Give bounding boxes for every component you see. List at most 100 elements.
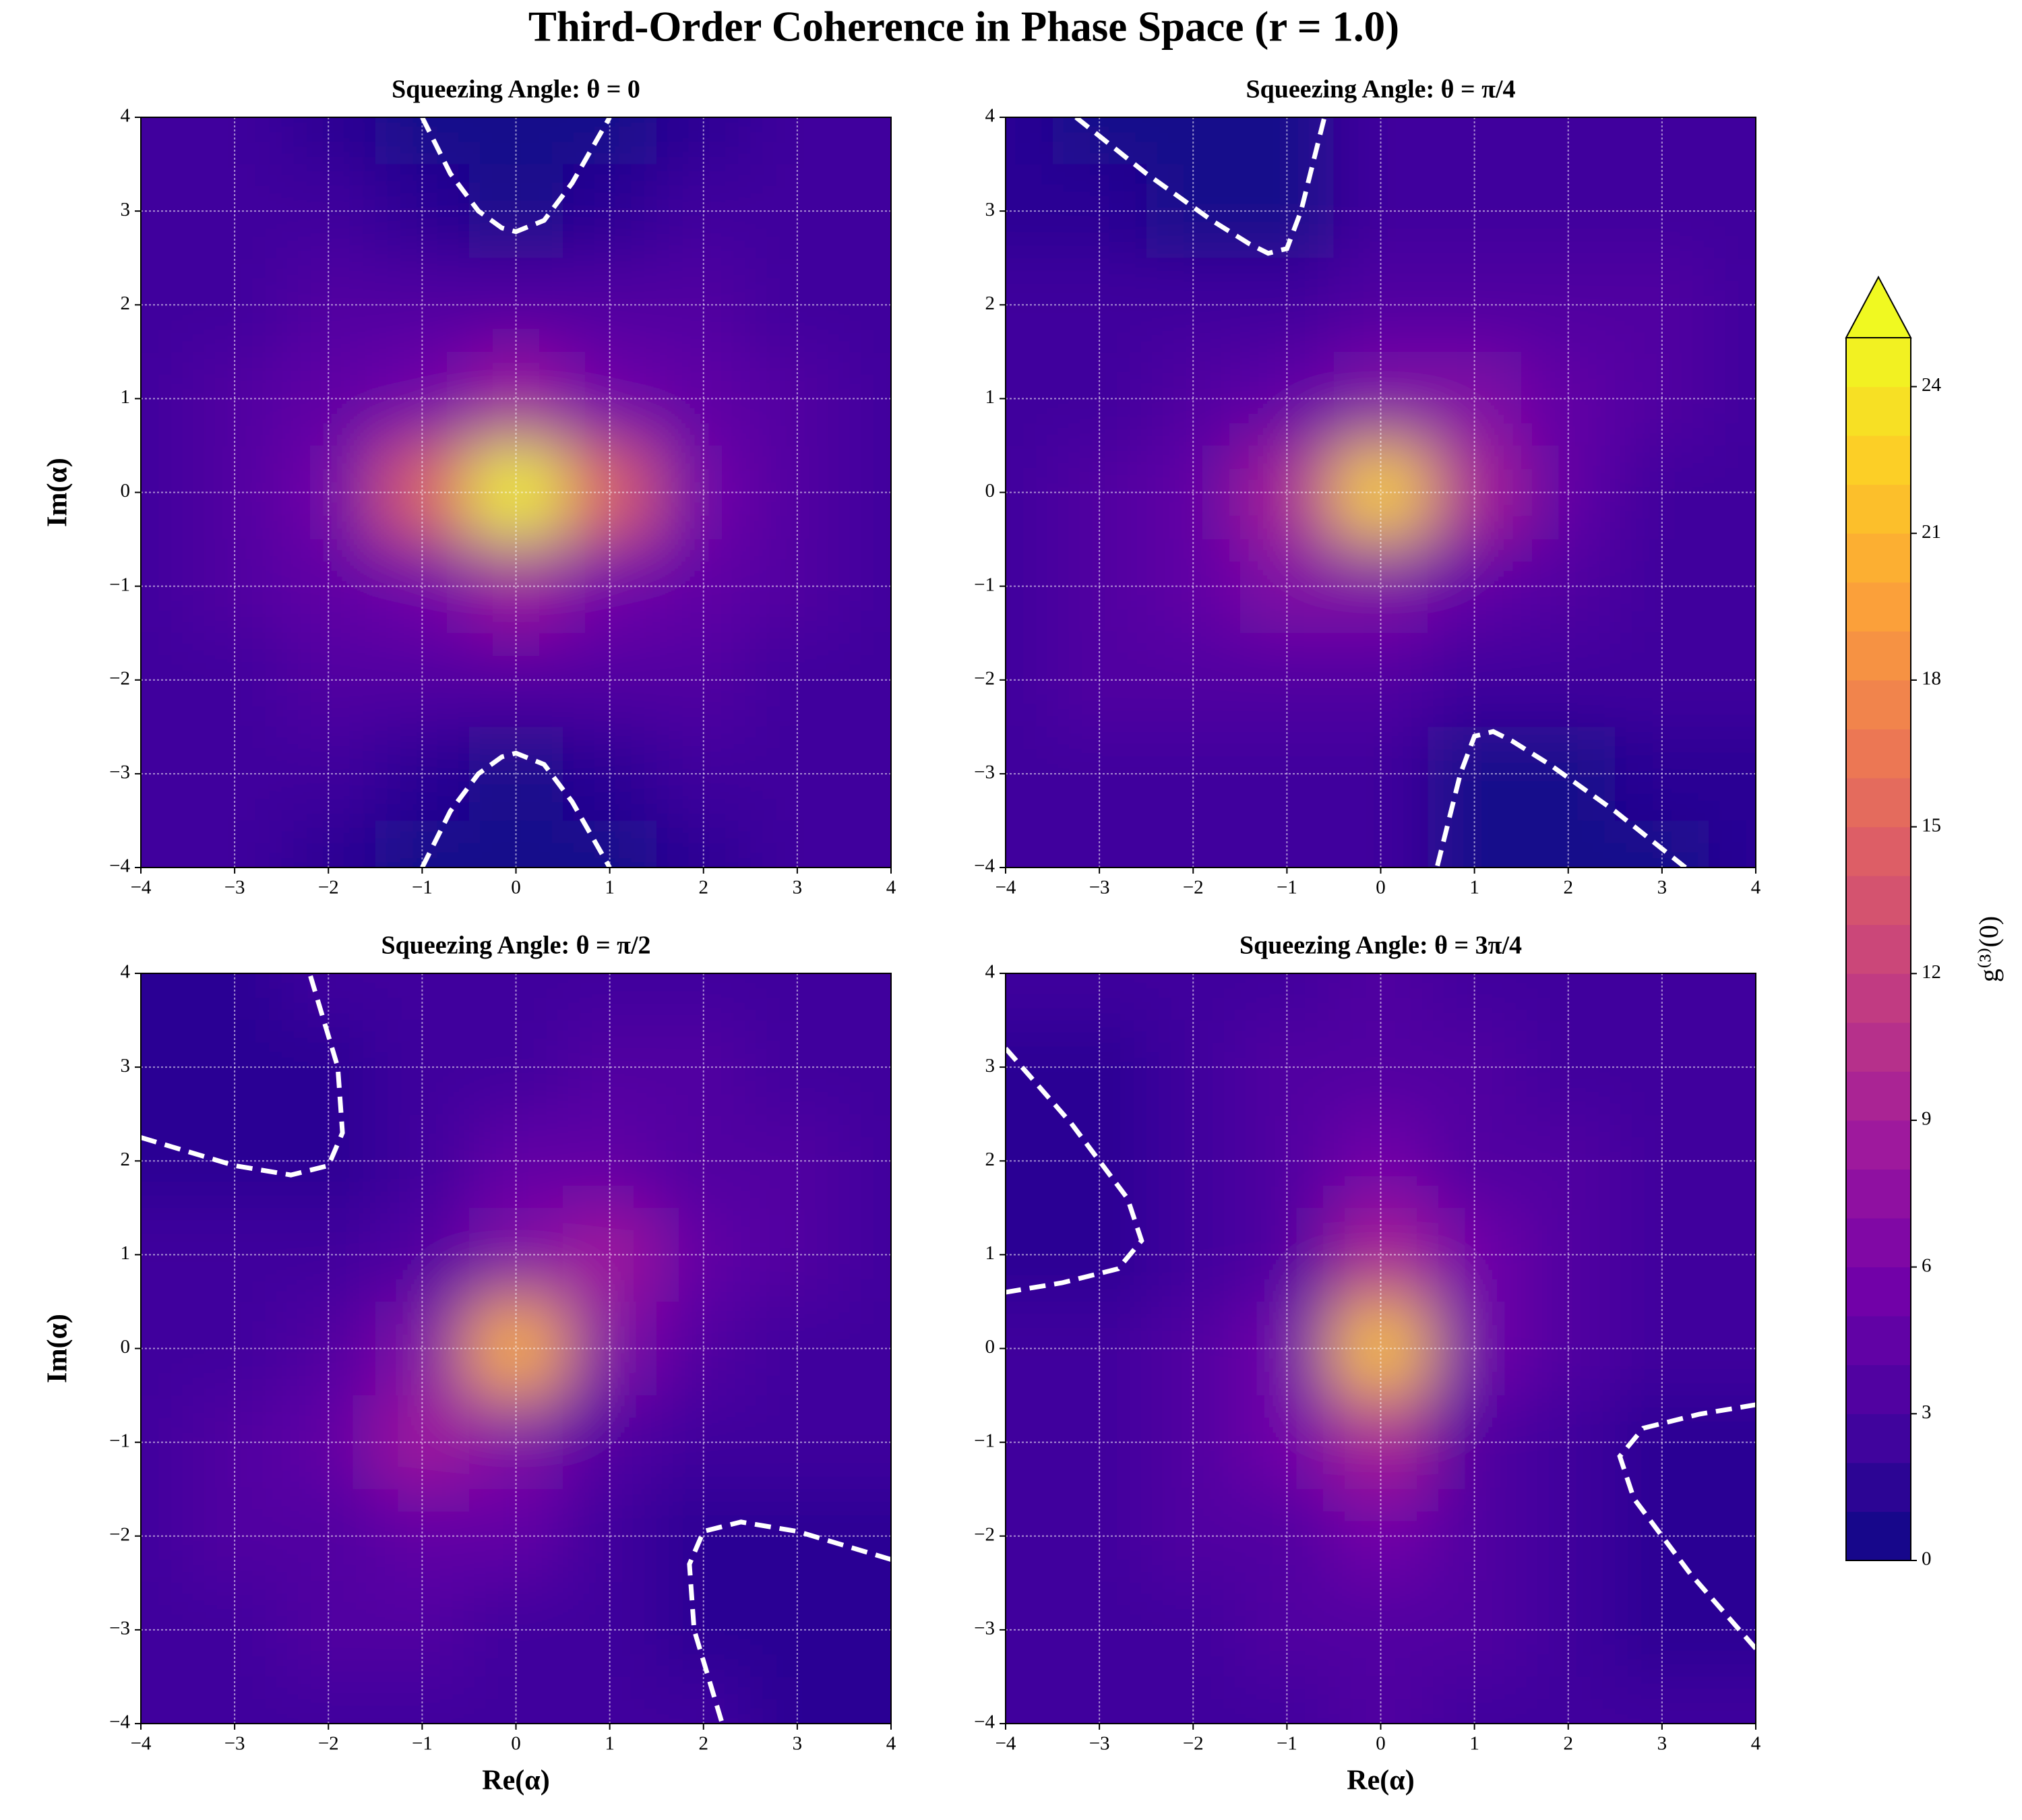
x-tick-label: −1 (412, 1733, 433, 1755)
y-tick-label: 4 (985, 105, 995, 127)
cell (141, 1114, 188, 1208)
plot-area (141, 117, 891, 868)
cell (844, 351, 891, 446)
colorbar-band (1846, 1511, 1911, 1561)
cell (1709, 1583, 1756, 1677)
x-tick-label: −2 (318, 877, 339, 899)
y-tick-label: 0 (121, 1336, 131, 1358)
y-tick-label: 3 (121, 199, 131, 220)
cell (1615, 973, 1709, 1021)
cell (1709, 973, 1756, 1021)
x-tick-label: 1 (605, 877, 615, 899)
x-tick-label: −3 (1089, 877, 1110, 899)
y-tick-label: −2 (109, 667, 130, 689)
cell (1006, 445, 1053, 540)
cell (844, 445, 891, 540)
cell (1006, 164, 1053, 258)
cell (187, 973, 282, 1021)
colorbar-band (1846, 484, 1911, 534)
cell (141, 117, 188, 164)
x-axis-label: Re(α) (482, 1765, 549, 1796)
cell (844, 257, 891, 352)
cell (844, 1020, 891, 1114)
cell (1709, 820, 1756, 868)
cell (1709, 445, 1756, 540)
x-tick-label: −4 (995, 877, 1016, 899)
x-tick-label: 3 (793, 1733, 803, 1755)
colorbar-band (1846, 582, 1911, 632)
y-tick-label: −1 (974, 574, 995, 595)
contour-line (1006, 1046, 1144, 1295)
x-tick-label: 2 (699, 1733, 709, 1755)
y-axis-label: Im(α) (42, 1314, 73, 1383)
cell (844, 539, 891, 634)
cell (1239, 973, 1334, 1021)
colorbar-band (1846, 533, 1911, 583)
cell (281, 1676, 375, 1724)
cell (281, 973, 375, 1021)
colorbar-band (1846, 1364, 1911, 1414)
cell (187, 820, 282, 868)
cell (1709, 1676, 1756, 1724)
x-tick-label: −4 (131, 1733, 152, 1755)
cell (141, 1020, 188, 1114)
cell (1052, 820, 1146, 868)
cell (1709, 257, 1756, 352)
colorbar-band (1846, 729, 1911, 779)
cell (1428, 973, 1522, 1021)
x-tick-label: −4 (131, 877, 152, 899)
cell (375, 973, 469, 1021)
cell (1052, 973, 1146, 1021)
cell (375, 820, 469, 868)
cell (656, 820, 751, 868)
x-tick-label: −3 (224, 1733, 245, 1755)
cell (1709, 351, 1756, 446)
cell (563, 1676, 657, 1724)
cell (1333, 445, 1428, 540)
cell (141, 727, 188, 821)
y-tick-label: 1 (121, 1242, 131, 1264)
colorbar-band (1846, 973, 1911, 1023)
cell (1006, 820, 1053, 868)
y-tick-label: 4 (121, 961, 131, 983)
cell (1006, 727, 1053, 821)
contour-line (1074, 117, 1327, 256)
x-tick-label: 1 (605, 1733, 615, 1755)
cell (1333, 973, 1428, 1021)
cell (750, 820, 845, 868)
y-tick-label: −3 (974, 1618, 995, 1639)
cell (141, 1395, 188, 1490)
cell (1709, 633, 1756, 727)
cell (656, 973, 751, 1021)
colorbar-extension (1845, 275, 1912, 338)
y-tick-label: 1 (985, 386, 995, 408)
y-tick-label: 2 (985, 1149, 995, 1170)
x-tick-label: 0 (1376, 1733, 1386, 1755)
y-tick-label: −1 (109, 574, 130, 595)
cell (468, 973, 563, 1021)
y-tick-label: 2 (121, 293, 131, 314)
colorbar-tick-label: 18 (1922, 668, 1941, 690)
y-tick-label: 0 (985, 480, 995, 502)
y-tick-label: −4 (109, 855, 130, 877)
x-tick-label: 0 (511, 877, 521, 899)
cell (468, 1301, 563, 1396)
colorbar-tick-label: 9 (1922, 1108, 1932, 1130)
x-tick-label: 3 (1657, 877, 1667, 899)
x-tick-label: −1 (1277, 1733, 1297, 1755)
cell (1521, 820, 1616, 868)
x-tick-label: 4 (1751, 1733, 1761, 1755)
cell (1709, 727, 1756, 821)
y-tick-label: 2 (121, 1149, 131, 1170)
cell (1709, 164, 1756, 258)
cell (1428, 117, 1522, 164)
x-tick-label: 2 (1564, 1733, 1574, 1755)
colorbar-tick-label: 0 (1922, 1548, 1932, 1570)
x-tick-label: −2 (1183, 1733, 1204, 1755)
cell (141, 633, 188, 727)
y-tick-label: 4 (985, 961, 995, 983)
colorbar-tick-label: 3 (1922, 1401, 1932, 1423)
y-tick-label: 1 (985, 1242, 995, 1264)
cell (468, 1676, 563, 1724)
y-tick-label: −4 (109, 1711, 130, 1733)
